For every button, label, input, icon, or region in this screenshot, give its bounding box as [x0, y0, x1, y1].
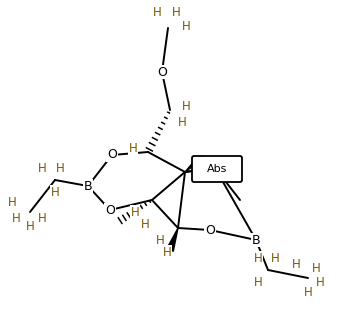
- Text: B: B: [252, 233, 260, 246]
- Text: O: O: [157, 65, 167, 78]
- Text: H: H: [182, 100, 190, 113]
- Text: H: H: [50, 185, 59, 198]
- Text: Abs: Abs: [207, 164, 227, 174]
- Text: H: H: [254, 276, 262, 289]
- Text: H: H: [271, 252, 279, 265]
- Text: H: H: [8, 195, 16, 208]
- Text: H: H: [38, 211, 46, 224]
- Text: O: O: [205, 223, 215, 236]
- FancyBboxPatch shape: [192, 156, 242, 182]
- Text: H: H: [131, 205, 139, 218]
- Text: H: H: [56, 162, 64, 174]
- Text: B: B: [84, 179, 92, 192]
- Text: H: H: [178, 116, 187, 129]
- Text: H: H: [153, 5, 161, 18]
- Text: H: H: [303, 286, 312, 299]
- Text: H: H: [194, 154, 202, 167]
- Text: H: H: [155, 233, 164, 246]
- Text: O: O: [210, 162, 220, 174]
- Text: O: O: [105, 203, 115, 216]
- Text: H: H: [163, 245, 172, 259]
- Text: H: H: [312, 262, 321, 275]
- Text: H: H: [172, 5, 180, 18]
- Polygon shape: [185, 156, 202, 172]
- Text: O: O: [107, 149, 117, 162]
- Text: H: H: [316, 276, 324, 289]
- Text: H: H: [254, 252, 262, 265]
- Text: H: H: [12, 211, 20, 224]
- Text: H: H: [129, 142, 137, 155]
- Text: H: H: [26, 219, 34, 232]
- Text: H: H: [140, 218, 149, 231]
- Polygon shape: [167, 228, 178, 251]
- Text: H: H: [38, 162, 46, 174]
- Text: H: H: [292, 258, 300, 271]
- Text: H: H: [182, 19, 190, 32]
